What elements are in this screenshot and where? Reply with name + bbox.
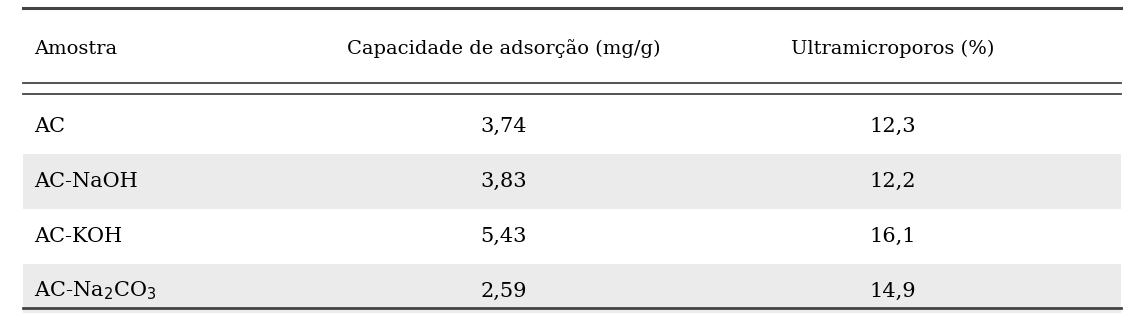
- Text: Capacidade de adsorção (mg/g): Capacidade de adsorção (mg/g): [347, 39, 660, 58]
- Text: AC-KOH: AC-KOH: [34, 227, 122, 246]
- Text: 3,74: 3,74: [480, 117, 526, 136]
- Text: 12,2: 12,2: [869, 172, 915, 191]
- Text: 3,83: 3,83: [480, 172, 526, 191]
- Text: Amostra: Amostra: [34, 39, 118, 58]
- Text: 5,43: 5,43: [480, 227, 526, 246]
- Text: 2,59: 2,59: [480, 282, 526, 300]
- Bar: [23, 154, 1121, 209]
- Text: 14,9: 14,9: [869, 282, 915, 300]
- Text: AC-Na$_2$CO$_3$: AC-Na$_2$CO$_3$: [34, 280, 157, 302]
- Text: AC: AC: [34, 117, 65, 136]
- Text: 16,1: 16,1: [869, 227, 915, 246]
- Text: AC-NaOH: AC-NaOH: [34, 172, 138, 191]
- Text: 12,3: 12,3: [869, 117, 915, 136]
- Bar: [23, 264, 1121, 313]
- Text: Ultramicroporos (%): Ultramicroporos (%): [791, 39, 994, 58]
